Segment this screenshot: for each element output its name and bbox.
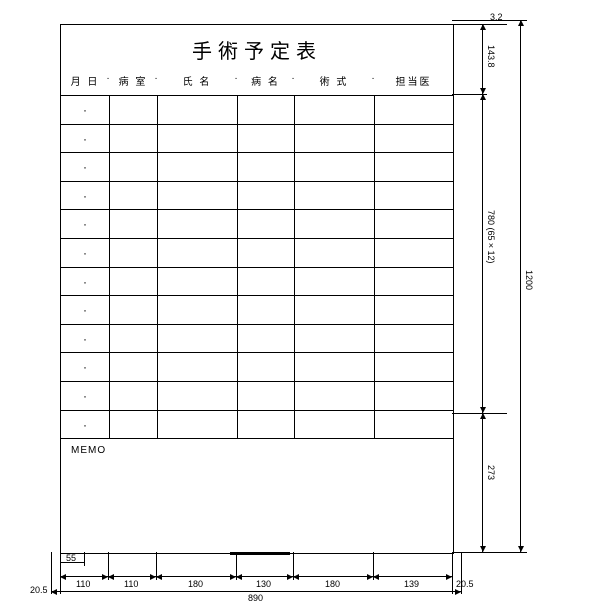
arrow-icon	[480, 413, 486, 419]
dim-line-v	[482, 24, 483, 552]
grid-vline	[109, 95, 110, 438]
memo-label: MEMO	[71, 445, 106, 456]
dim-col-w: 130	[256, 579, 271, 589]
arrow-icon	[156, 574, 162, 580]
col-header-procedure: 術 式	[294, 73, 374, 88]
col-header-name: 氏 名	[157, 73, 237, 88]
date-dot: ·	[83, 332, 87, 346]
dim-col-w: 180	[188, 579, 203, 589]
dim-grid-h: 780 (65×12)	[486, 210, 496, 264]
col-header-date: 月 日	[61, 73, 109, 88]
schedule-grid: · · · · · · · · · · · ·	[61, 95, 453, 438]
dim-outer-h: 1200	[524, 270, 534, 290]
dim-col-w: 110	[124, 579, 138, 589]
arrow-icon	[480, 94, 486, 100]
grid-hline	[61, 209, 453, 210]
dim-margin-l: 20.5	[30, 585, 48, 595]
whiteboard-frame: 手術予定表 月 日 · 病 室 · 氏 名 · 病 名 · 術 式 · 担当医	[60, 24, 454, 554]
date-dot: ·	[83, 103, 87, 117]
column-header-row: 月 日 · 病 室 · 氏 名 · 病 名 · 術 式 · 担当医	[61, 73, 453, 95]
arrow-icon	[373, 574, 379, 580]
date-dot: ·	[83, 246, 87, 260]
dim-ext	[452, 552, 453, 594]
date-dot: ·	[83, 303, 87, 317]
arrow-icon	[60, 574, 66, 580]
dim-ext	[84, 552, 85, 566]
date-dot: ·	[83, 132, 87, 146]
grid-hline	[61, 95, 453, 96]
arrow-icon	[293, 574, 299, 580]
date-dot: ·	[83, 360, 87, 374]
grid-hline	[61, 181, 453, 182]
dim-col-w: 110	[76, 579, 90, 589]
col-header-disease: 病 名	[237, 73, 294, 88]
arrow-icon	[446, 574, 452, 580]
date-dot: ·	[83, 160, 87, 174]
grid-hline	[61, 410, 453, 411]
arrow-icon	[108, 574, 114, 580]
dim-line-v	[520, 20, 521, 552]
grid-vline	[237, 95, 238, 438]
grid-hline	[61, 124, 453, 125]
col-header-doctor: 担当医	[374, 73, 453, 88]
grid-hline	[61, 324, 453, 325]
arrow-icon	[480, 24, 486, 30]
dim-outer-w: 890	[248, 593, 263, 603]
grid-hline	[61, 352, 453, 353]
dim-line-h	[60, 576, 452, 577]
date-dot: ·	[83, 418, 87, 432]
dim-header-h: 143.8	[486, 45, 496, 68]
grid-vline	[374, 95, 375, 438]
grid-vline	[294, 95, 295, 438]
arrow-icon	[518, 20, 524, 26]
grid-hline	[61, 238, 453, 239]
arrow-icon	[480, 546, 486, 552]
dim-col-w: 139	[404, 579, 419, 589]
pen-tray	[230, 552, 290, 555]
date-dot: ·	[83, 389, 87, 403]
arrow-icon	[518, 546, 524, 552]
date-dot: ·	[83, 275, 87, 289]
dim-line-h	[51, 591, 461, 592]
grid-hline	[61, 152, 453, 153]
dim-col-w: 180	[325, 579, 340, 589]
date-dot: ·	[83, 189, 87, 203]
arrow-icon	[455, 589, 461, 595]
grid-hline	[61, 267, 453, 268]
date-dot: ·	[83, 217, 87, 231]
dim-tray: 55	[66, 553, 76, 563]
board-title: 手術予定表	[61, 25, 453, 72]
grid-vline	[157, 95, 158, 438]
dim-ext	[452, 552, 527, 553]
arrow-icon	[236, 574, 242, 580]
grid-hline	[61, 295, 453, 296]
dim-memo-h: 273	[486, 465, 496, 480]
arrow-icon	[51, 589, 57, 595]
dim-top-gap: 3.2	[490, 12, 503, 22]
grid-hline	[61, 438, 453, 439]
dim-margin-r: 20.5	[456, 579, 474, 589]
grid-hline	[61, 381, 453, 382]
col-header-room: 病 室	[109, 73, 157, 88]
